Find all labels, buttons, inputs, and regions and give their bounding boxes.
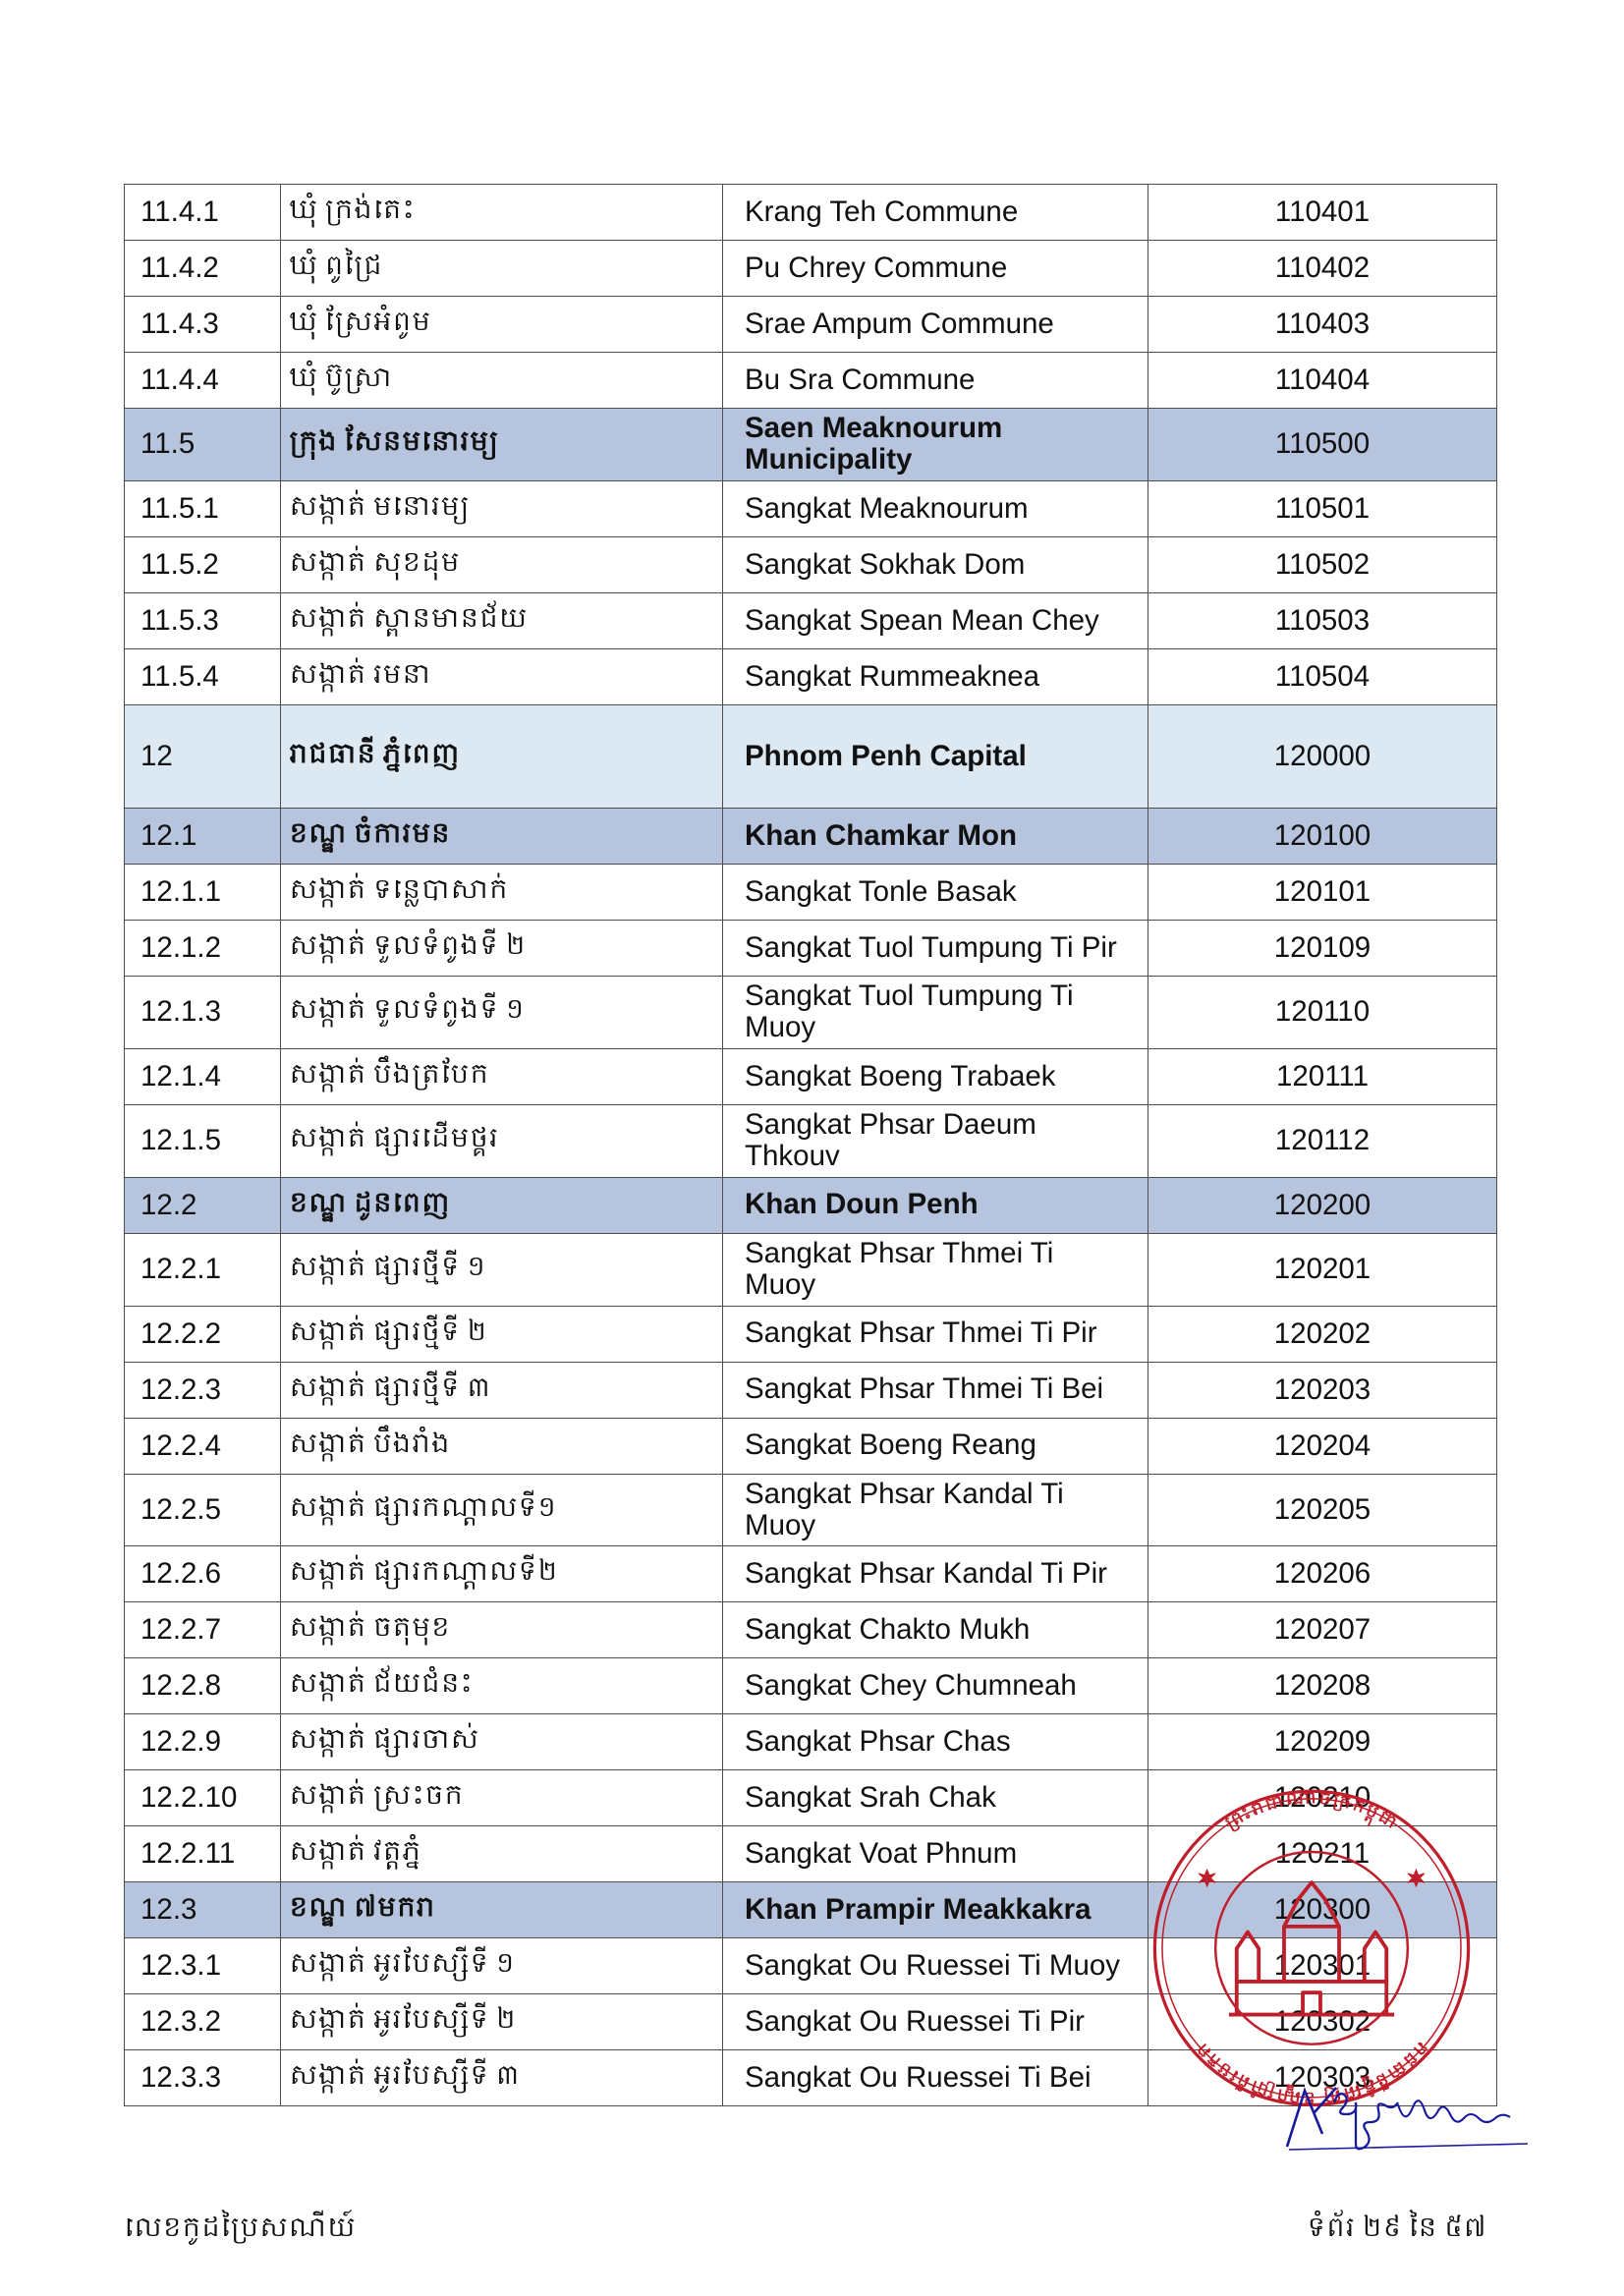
svg-text:ព្រះរាជាណាចក្រកម្ពុជា: ព្រះរាជាណាចក្រកម្ពុជា [1220,1784,1404,1838]
